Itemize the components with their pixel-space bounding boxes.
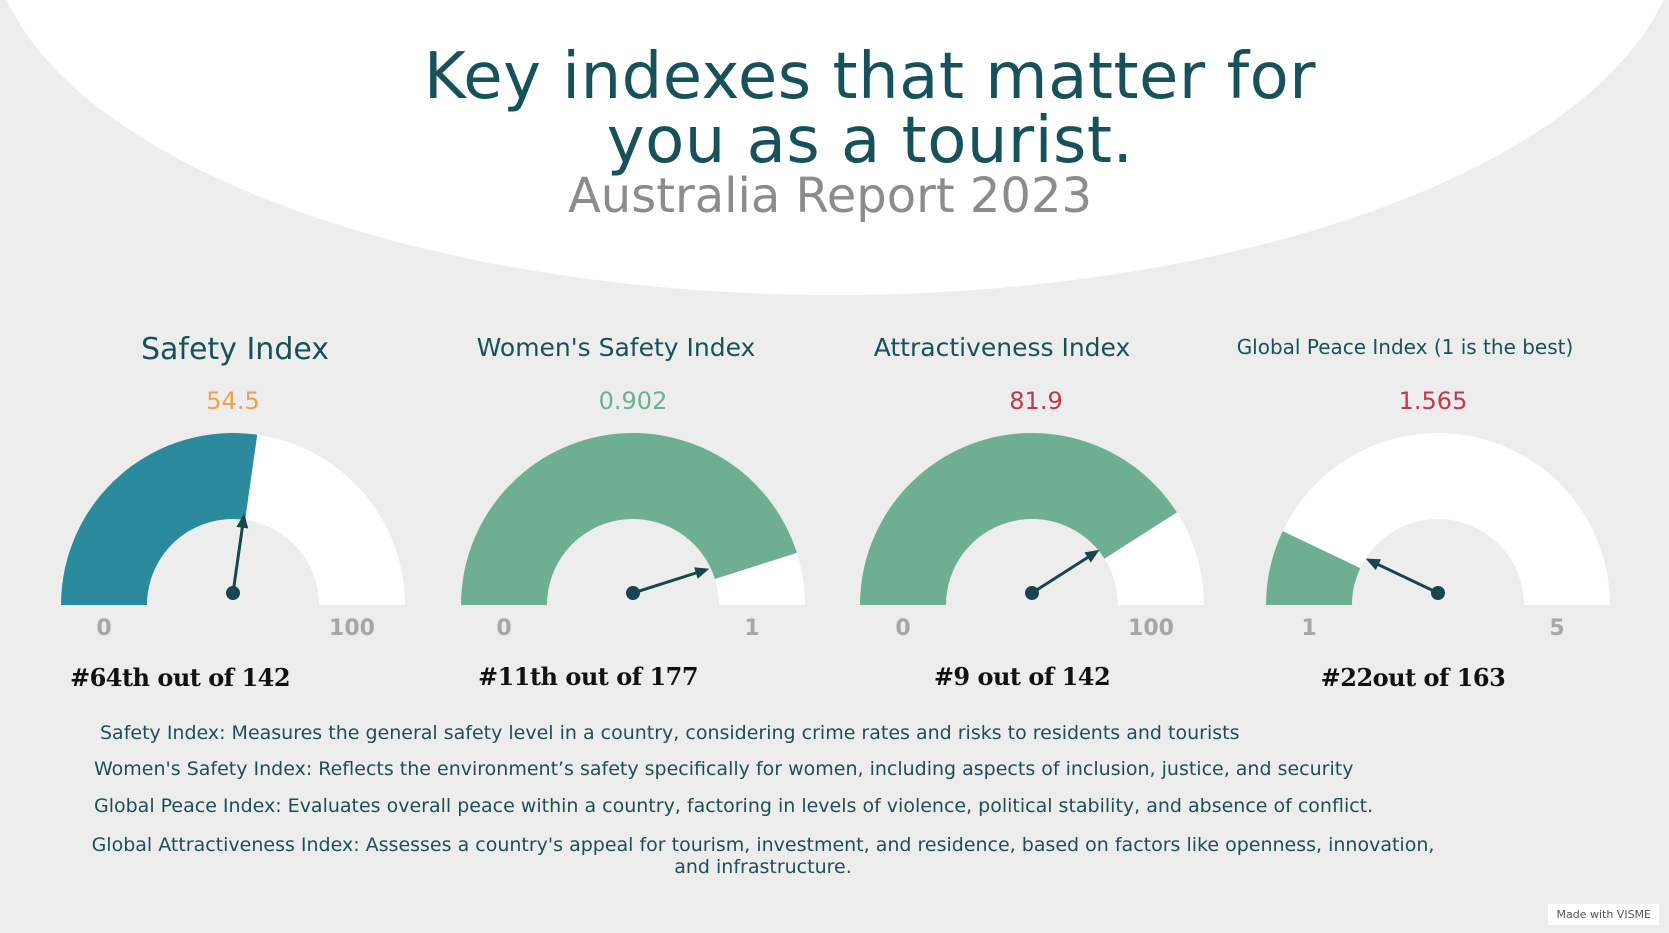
gauge-min-label-womens-safety: 0 bbox=[496, 616, 511, 641]
description-safety-index: Safety Index: Measures the general safet… bbox=[100, 722, 1240, 744]
gauge-fill-global-peace bbox=[1266, 531, 1361, 605]
gauge-max-label-womens-safety: 1 bbox=[744, 616, 759, 641]
rank-global-peace: #22out of 163 bbox=[1320, 663, 1506, 692]
gauge-needle-attractiveness bbox=[1030, 555, 1090, 595]
gauge-needle-global-peace bbox=[1376, 563, 1440, 595]
gauge-needle-womens-safety bbox=[631, 571, 698, 595]
gauge-min-label-safety: 0 bbox=[96, 616, 111, 641]
gauge-max-label-attractiveness: 100 bbox=[1128, 616, 1174, 641]
description-global-peace-index: Global Peace Index: Evaluates overall pe… bbox=[94, 795, 1374, 817]
gauge-title-safety: Safety Index bbox=[140, 332, 330, 367]
gauge-needle-safety bbox=[231, 526, 244, 595]
gauge-fill-safety bbox=[61, 432, 258, 605]
visme-watermark: Made with VISME bbox=[1548, 904, 1659, 925]
rank-safety: #64th out of 142 bbox=[69, 663, 291, 692]
gauge-max-label-global-peace: 5 bbox=[1549, 616, 1564, 641]
gauge-needle-hub-womens-safety bbox=[626, 586, 640, 600]
gauge-needle-arrow-safety bbox=[236, 513, 249, 529]
gauge-safety: 0 100 bbox=[61, 432, 405, 641]
gauge-needle-hub-safety bbox=[226, 586, 240, 600]
gauge-value-safety: 54.5 bbox=[206, 387, 260, 415]
gauge-title-attractiveness: Attractiveness Index bbox=[873, 333, 1131, 362]
description-global-attractiveness-index: Global Attractiveness Index: Assesses a … bbox=[91, 834, 1435, 878]
gauge-value-attractiveness: 81.9 bbox=[1009, 387, 1063, 415]
gauge-min-label-global-peace: 1 bbox=[1301, 616, 1316, 641]
title-line-1: Key indexes that matter for bbox=[423, 39, 1317, 114]
gauge-value-global-peace: 1.565 bbox=[1398, 387, 1468, 415]
gauge-needle-arrow-womens-safety bbox=[694, 567, 710, 579]
gauge-title-womens-safety: Women's Safety Index bbox=[476, 333, 756, 362]
gauge-needle-arrow-attractiveness bbox=[1084, 549, 1100, 563]
rank-attractiveness: #9 out of 142 bbox=[933, 662, 1111, 691]
gauge-needle-arrow-global-peace bbox=[1365, 558, 1381, 571]
description-womens-safety-index: Women's Safety Index: Reflects the envir… bbox=[94, 758, 1354, 780]
rank-womens-safety: #11th out of 177 bbox=[477, 662, 699, 691]
report-subtitle: Australia Report 2023 bbox=[567, 168, 1093, 224]
gauge-track-global-peace bbox=[1266, 433, 1610, 605]
gauge-value-womens-safety: 0.902 bbox=[598, 387, 668, 415]
gauge-title-global-peace: Global Peace Index (1 is the best) bbox=[1236, 335, 1574, 359]
gauge-attractiveness: 0 100 bbox=[860, 433, 1204, 641]
page-title: Key indexes that matter for you as a tou… bbox=[0, 45, 1669, 173]
gauge-fill-womens-safety bbox=[461, 433, 797, 605]
gauge-max-label-safety: 100 bbox=[329, 616, 375, 641]
title-line-2: you as a tourist. bbox=[606, 103, 1134, 178]
gauge-needle-hub-attractiveness bbox=[1025, 586, 1039, 600]
gauge-min-label-attractiveness: 0 bbox=[895, 616, 910, 641]
gauge-fill-attractiveness bbox=[860, 433, 1177, 605]
gauge-needle-hub-global-peace bbox=[1431, 586, 1445, 600]
